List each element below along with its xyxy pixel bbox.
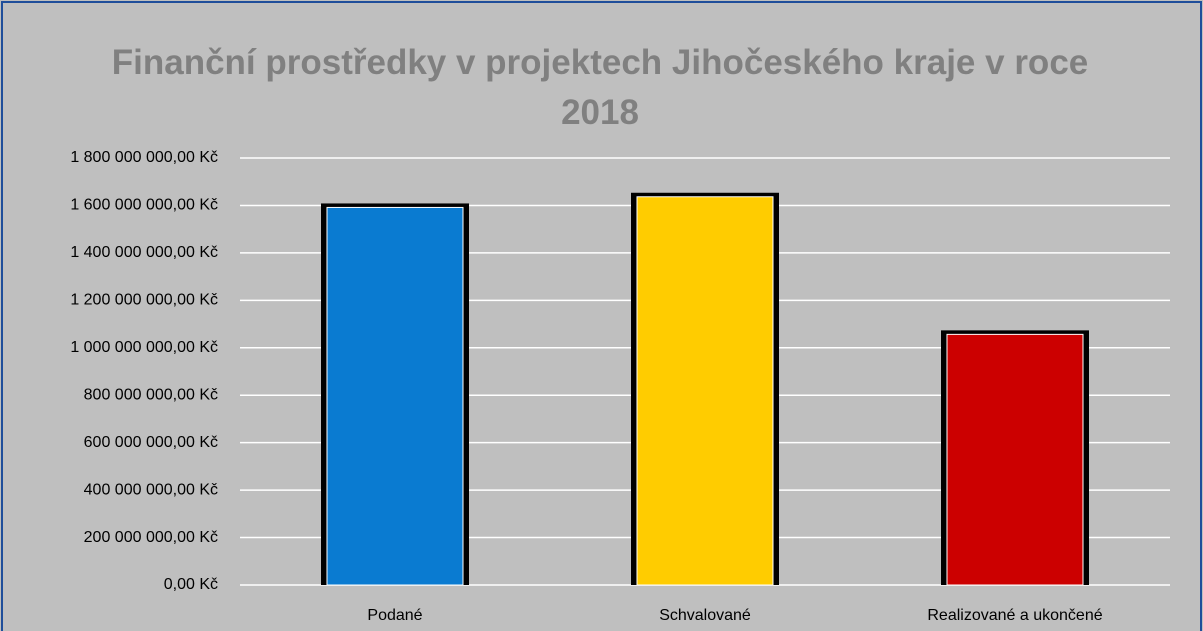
x-tick-label: Schvalované	[659, 607, 751, 624]
y-tick-label: 1 800 000 000,00 Kč	[70, 149, 218, 166]
y-tick-label: 400 000 000,00 Kč	[84, 481, 218, 498]
bar	[326, 206, 464, 586]
y-tick-label: 200 000 000,00 Kč	[84, 529, 218, 546]
bar	[946, 333, 1084, 586]
y-tick-label: 1 000 000 000,00 Kč	[70, 339, 218, 356]
bar	[636, 196, 774, 586]
x-tick-label: Realizované a ukončené	[927, 607, 1102, 624]
y-tick-label: 800 000 000,00 Kč	[84, 386, 218, 403]
y-tick-label: 1 400 000 000,00 Kč	[70, 244, 218, 261]
x-tick-label: Podané	[367, 607, 422, 624]
y-tick-label: 0,00 Kč	[164, 576, 218, 593]
y-tick-label: 600 000 000,00 Kč	[84, 434, 218, 451]
y-tick-label: 1 600 000 000,00 Kč	[70, 197, 218, 214]
y-tick-label: 1 200 000 000,00 Kč	[70, 292, 218, 309]
chart-title: Finanční prostředky v projektech Jihočes…	[111, 43, 1089, 132]
